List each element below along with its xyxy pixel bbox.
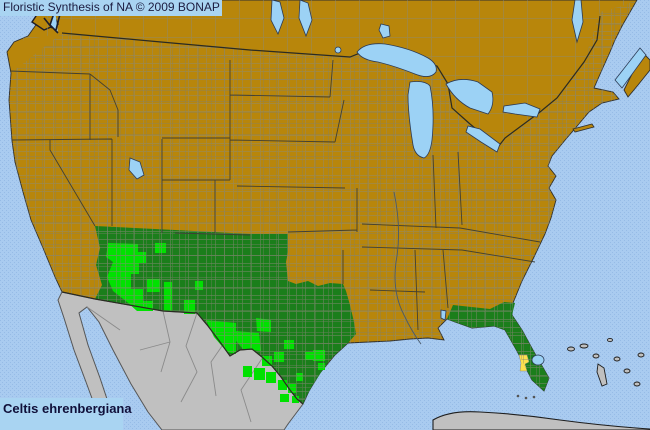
lake-of-the-woods — [334, 46, 342, 54]
lake-huron — [445, 79, 494, 115]
county-record — [254, 368, 265, 380]
lakes — [43, 0, 647, 366]
lake-erie — [465, 125, 501, 153]
map-title: Floristic Synthesis of NA © 2009 BONAP — [0, 0, 222, 16]
lake-nipigon — [378, 23, 391, 39]
county-record — [243, 366, 252, 377]
bahamas — [567, 337, 645, 387]
lake-okeechobee — [531, 354, 545, 366]
county-record — [278, 380, 287, 390]
lake-manitoba — [298, 0, 313, 38]
lake-ontario — [502, 102, 541, 118]
mississippi-river — [393, 191, 422, 345]
mobile-bay — [440, 309, 447, 321]
us-canada-border — [61, 15, 601, 148]
lake-champlain — [571, 0, 584, 44]
lake-superior — [356, 43, 437, 77]
lake-winnipegosis — [270, 0, 285, 35]
great-salt-lake — [128, 157, 145, 180]
bay-of-fundy — [614, 47, 647, 89]
county-record — [266, 372, 276, 383]
long-island — [572, 123, 595, 133]
county-record — [280, 394, 289, 402]
cuba — [432, 411, 650, 430]
state-borders — [9, 59, 541, 331]
lake-michigan — [407, 81, 434, 159]
us-mexico-border — [61, 291, 304, 405]
mexico-state-lines — [86, 306, 264, 423]
county-record — [292, 396, 299, 403]
florida-keys — [516, 394, 536, 400]
species-name-label: Celtis ehrenbergiana — [0, 398, 132, 430]
